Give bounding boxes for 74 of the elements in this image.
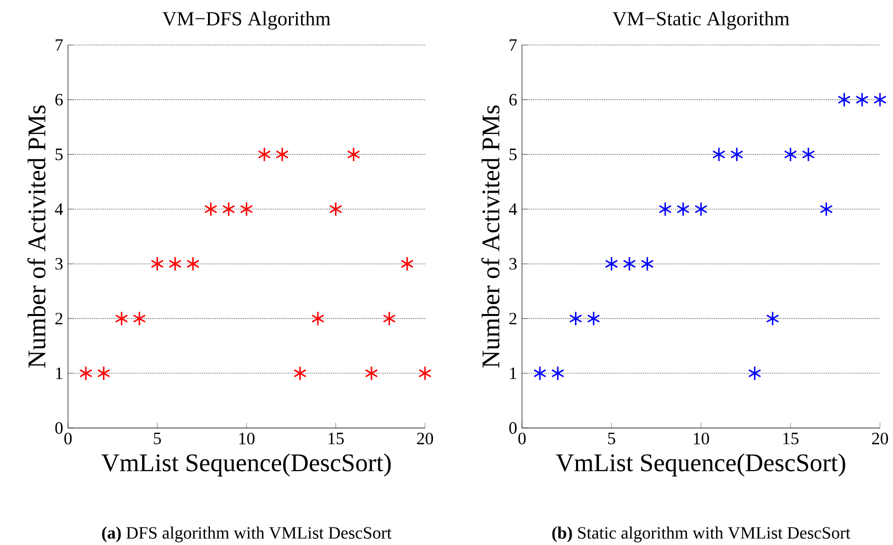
point bbox=[329, 202, 342, 217]
point bbox=[258, 147, 271, 162]
y-tick-label: 7 bbox=[510, 39, 517, 51]
point bbox=[587, 311, 600, 326]
point bbox=[569, 311, 582, 326]
x-axis-title: VmList Sequence(DescSort) bbox=[556, 454, 846, 477]
y-tick-label: 6 bbox=[55, 94, 63, 106]
point bbox=[820, 202, 833, 217]
point bbox=[658, 202, 672, 217]
x-tick-label: 15 bbox=[783, 432, 798, 444]
point bbox=[79, 366, 92, 381]
x-tick-label: 20 bbox=[417, 432, 434, 444]
point bbox=[150, 256, 164, 272]
y-tick-label: 7 bbox=[56, 39, 63, 51]
point bbox=[766, 311, 780, 326]
y-tick-label: 6 bbox=[509, 94, 517, 106]
point bbox=[115, 311, 128, 326]
y-tick-label: 0 bbox=[55, 422, 63, 434]
point bbox=[784, 147, 798, 162]
text: (b) Static algorithm with VMList DescSort bbox=[552, 526, 850, 542]
point bbox=[604, 256, 618, 272]
point bbox=[132, 311, 146, 326]
point bbox=[186, 256, 200, 272]
y-tick-label: 3 bbox=[55, 258, 63, 270]
x-tick-label: 5 bbox=[608, 432, 616, 444]
y-tick-label: 3 bbox=[509, 258, 517, 270]
point bbox=[856, 92, 869, 108]
x-tick-label: 0 bbox=[518, 432, 526, 444]
point bbox=[168, 256, 182, 272]
point bbox=[311, 311, 324, 326]
point bbox=[640, 256, 654, 272]
y-tick-label: 1 bbox=[56, 368, 62, 379]
point bbox=[694, 202, 708, 217]
point bbox=[382, 311, 396, 326]
y-tick-label: 2 bbox=[55, 312, 62, 324]
point bbox=[276, 147, 289, 162]
point bbox=[364, 366, 378, 381]
x-tick-label: 20 bbox=[872, 432, 888, 444]
y-tick-label: 4 bbox=[54, 203, 64, 215]
x-tick-label: 0 bbox=[64, 432, 72, 444]
point bbox=[712, 147, 726, 162]
point bbox=[748, 366, 762, 381]
y-tick-label: 2 bbox=[509, 312, 516, 324]
text: (a) DFS algorithm with VMList DescSort bbox=[102, 526, 392, 542]
x-tick-label: 10 bbox=[239, 432, 255, 444]
x-tick-label: 5 bbox=[154, 432, 161, 444]
x-axis-title: VmList Sequence(DescSort) bbox=[102, 454, 391, 477]
point bbox=[873, 92, 887, 108]
y-tick-label: 1 bbox=[510, 368, 516, 379]
point bbox=[418, 366, 432, 381]
point bbox=[730, 147, 744, 162]
y-tick-label: 5 bbox=[56, 148, 63, 160]
point bbox=[533, 366, 546, 381]
chart-title: VM−Static Algorithm bbox=[612, 11, 790, 30]
point bbox=[97, 366, 110, 381]
y-axis-title: Number of Activited PMs bbox=[27, 105, 46, 368]
y-tick-label: 4 bbox=[508, 203, 518, 215]
chart-title: VM−DFS Algorithm bbox=[162, 11, 330, 30]
point bbox=[676, 202, 690, 217]
point bbox=[347, 147, 360, 162]
x-tick-label: 15 bbox=[328, 432, 344, 444]
point bbox=[240, 202, 254, 217]
y-axis-title: Number of Activited PMs bbox=[481, 105, 500, 368]
x-tick-label: 10 bbox=[694, 432, 710, 444]
point bbox=[802, 147, 815, 162]
y-tick-label: 5 bbox=[510, 148, 517, 160]
point bbox=[622, 256, 636, 272]
y-tick-label: 0 bbox=[509, 422, 517, 434]
point bbox=[204, 202, 218, 217]
point bbox=[551, 366, 564, 381]
point bbox=[400, 256, 414, 272]
point bbox=[222, 202, 236, 217]
point bbox=[294, 366, 307, 381]
point bbox=[838, 92, 851, 108]
